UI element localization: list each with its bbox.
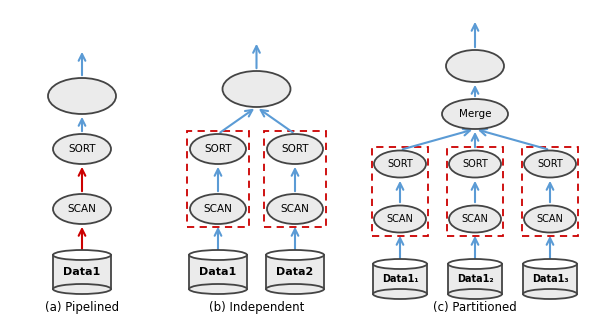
Ellipse shape (190, 134, 246, 164)
FancyBboxPatch shape (53, 255, 111, 289)
Text: SCAN: SCAN (461, 214, 488, 224)
Ellipse shape (442, 99, 508, 129)
Ellipse shape (266, 284, 324, 294)
Ellipse shape (53, 134, 111, 164)
Text: (b) Independent: (b) Independent (209, 301, 304, 314)
Ellipse shape (267, 194, 323, 224)
Text: SORT: SORT (204, 144, 232, 154)
Text: Data2: Data2 (277, 267, 314, 277)
Text: Merge: Merge (459, 109, 491, 119)
Text: Data1: Data1 (64, 267, 101, 277)
Ellipse shape (373, 289, 427, 299)
Ellipse shape (449, 205, 501, 233)
Text: SCAN: SCAN (281, 204, 310, 214)
Ellipse shape (53, 250, 111, 260)
Ellipse shape (189, 250, 247, 260)
Ellipse shape (523, 289, 577, 299)
Text: SORT: SORT (281, 144, 309, 154)
Text: Data1: Data1 (199, 267, 236, 277)
FancyBboxPatch shape (373, 264, 427, 294)
Ellipse shape (523, 259, 577, 269)
Ellipse shape (524, 205, 576, 233)
Ellipse shape (266, 250, 324, 260)
Text: SCAN: SCAN (386, 214, 413, 224)
Text: SORT: SORT (537, 159, 563, 169)
Ellipse shape (53, 284, 111, 294)
Ellipse shape (374, 205, 426, 233)
Ellipse shape (189, 284, 247, 294)
Text: (c) Partitioned: (c) Partitioned (433, 301, 517, 314)
Text: SCAN: SCAN (536, 214, 563, 224)
Ellipse shape (449, 151, 501, 178)
Text: SORT: SORT (462, 159, 488, 169)
Ellipse shape (53, 194, 111, 224)
Ellipse shape (223, 71, 290, 107)
Text: SORT: SORT (68, 144, 96, 154)
Text: SORT: SORT (387, 159, 413, 169)
Ellipse shape (446, 50, 504, 82)
FancyBboxPatch shape (266, 255, 324, 289)
Text: Data1₃: Data1₃ (532, 274, 568, 284)
Text: Data1₁: Data1₁ (382, 274, 418, 284)
Text: Data1₂: Data1₂ (457, 274, 493, 284)
Ellipse shape (48, 78, 116, 114)
Ellipse shape (374, 151, 426, 178)
Ellipse shape (524, 151, 576, 178)
Text: SCAN: SCAN (68, 204, 97, 214)
Text: (a) Pipelined: (a) Pipelined (45, 301, 119, 314)
Ellipse shape (448, 259, 502, 269)
FancyBboxPatch shape (189, 255, 247, 289)
Ellipse shape (190, 194, 246, 224)
Text: SCAN: SCAN (203, 204, 232, 214)
Ellipse shape (448, 289, 502, 299)
FancyBboxPatch shape (448, 264, 502, 294)
Ellipse shape (373, 259, 427, 269)
Ellipse shape (267, 134, 323, 164)
FancyBboxPatch shape (523, 264, 577, 294)
